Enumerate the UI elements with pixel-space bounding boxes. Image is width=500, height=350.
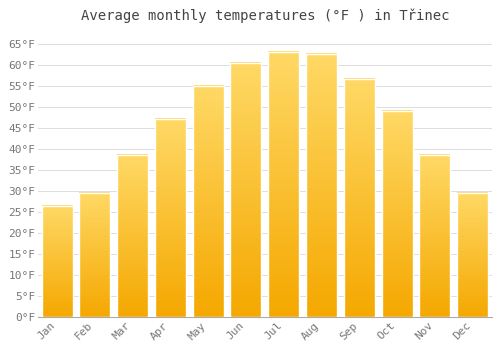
Title: Average monthly temperatures (°F ) in Třinec: Average monthly temperatures (°F ) in Tř… xyxy=(80,8,449,23)
Bar xyxy=(42,206,72,317)
Bar xyxy=(230,63,262,317)
Bar xyxy=(155,119,186,317)
Bar xyxy=(192,86,224,317)
Bar xyxy=(344,79,375,317)
Bar xyxy=(117,155,148,317)
Bar xyxy=(306,54,337,317)
Bar xyxy=(458,193,488,317)
Bar xyxy=(80,193,110,317)
Bar xyxy=(268,52,300,317)
Bar xyxy=(420,155,450,317)
Bar xyxy=(382,111,412,317)
